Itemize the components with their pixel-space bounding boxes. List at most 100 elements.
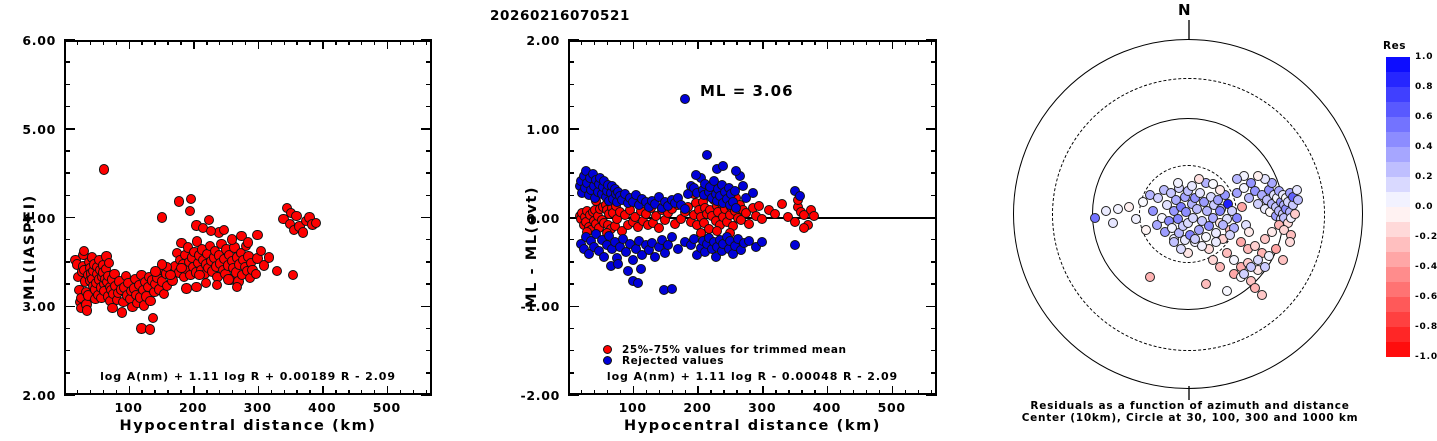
polar-data-point [1221,247,1232,258]
data-point [757,214,768,225]
colorbar-tick-label: 0.2 [1415,172,1434,182]
axis-tick-x-top [814,40,816,45]
axis-tick-y [64,216,75,219]
data-point [718,161,729,172]
data-point [231,281,243,292]
colorbar-title: Res [1383,40,1406,52]
data-point [176,262,187,274]
axis-tick-x [580,390,583,395]
data-point [191,281,202,292]
colorbar-segment [1386,297,1410,313]
data-point [666,284,677,295]
axis-tick-y-right [931,61,937,63]
axis-tick-x-top [580,40,583,45]
axis-tick-x-top [283,40,285,45]
axis-tick-x [904,390,907,395]
data-point [618,233,629,244]
polar-data-point [1176,244,1186,254]
data-point [799,209,810,220]
axis-tick-x [231,390,234,395]
data-point [297,227,309,238]
data-point [150,266,161,277]
data-point [789,216,800,227]
xtick-label: 300 [748,400,777,415]
axis-tick-x-top [619,40,622,45]
axis-tick-x [723,390,725,395]
data-point [264,252,275,263]
axis-tick-x [309,390,311,395]
data-point [181,283,192,294]
axis-tick-y-right [926,305,937,307]
xtick-label: 100 [618,400,647,415]
axis-tick-y [64,83,70,86]
axis-tick-y-right [926,128,937,130]
data-point [679,203,690,214]
axis-tick-x-top [322,40,324,49]
axis-tick-y [568,305,579,307]
polar-data-point [1249,240,1260,251]
legend-swatch-trimmed-mean [603,345,612,354]
panel-residual-ylabel: ML - ML(evt) [524,185,540,308]
axis-tick-x-top [710,40,712,45]
axis-tick-y-right [421,394,432,396]
panel-ml-iaspei-frame [64,40,432,395]
data-point [604,231,615,242]
ytick-label: -1.00 [520,299,560,315]
polar-data-point [1183,217,1193,228]
colorbar-segment [1386,87,1410,103]
axis-tick-x [373,390,376,395]
data-point [710,251,721,262]
axis-tick-y [64,238,70,241]
axis-tick-x-top [399,40,402,45]
axis-tick-x-top [878,40,881,45]
polar-north-label: N [1178,1,1192,19]
data-point [583,248,594,259]
panel-ml-iaspei-xlabel: Hypocentral distance (km) [119,418,377,434]
axis-tick-y [568,283,574,285]
axis-tick-y-right [926,39,937,41]
axis-tick-x-top [749,40,751,45]
axis-tick-y [568,194,574,197]
polar-data-point [1232,174,1242,184]
axis-tick-x-top [128,40,131,49]
polar-data-point [1293,195,1304,205]
data-point [741,192,752,203]
data-point [226,234,238,245]
ytick-label: 5.00 [22,121,56,137]
axis-tick-x [218,390,221,395]
polar-data-point [1162,200,1172,211]
axis-tick-y [568,105,574,108]
polar-data-point [1165,188,1176,198]
axis-tick-x-top [775,40,777,45]
polar-data-point [1256,289,1267,300]
polar-data-point [1239,182,1249,193]
data-point [185,193,197,205]
polar-data-point [1249,282,1260,293]
axis-tick-x [839,390,842,395]
axis-tick-x [154,390,156,395]
axis-tick-y-right [931,283,937,285]
data-point [145,295,156,307]
axis-tick-x-top [593,40,596,45]
data-point [757,237,768,248]
axis-tick-x [244,390,247,395]
axis-tick-x [89,390,92,395]
polar-data-point [1246,177,1256,188]
colorbar-tick-label: 0.0 [1415,202,1434,212]
axis-tick-y-right [931,238,937,241]
axis-tick-y-right [426,194,432,197]
polar-data-point [1239,268,1249,279]
axis-tick-x-top [154,40,156,45]
axis-tick-x-top [658,40,661,45]
polar-data-point [1200,279,1211,289]
polar-data-point [1253,254,1263,265]
polar-data-point [1218,219,1228,230]
axis-tick-x-top [244,40,247,45]
xtick-label: 200 [683,400,712,415]
xtick-label: 400 [308,400,337,415]
polar-data-point [1279,224,1290,235]
axis-tick-y [568,39,579,41]
data-point [291,210,302,221]
axis-tick-x-top [373,40,376,45]
colorbar-segment [1386,222,1410,238]
